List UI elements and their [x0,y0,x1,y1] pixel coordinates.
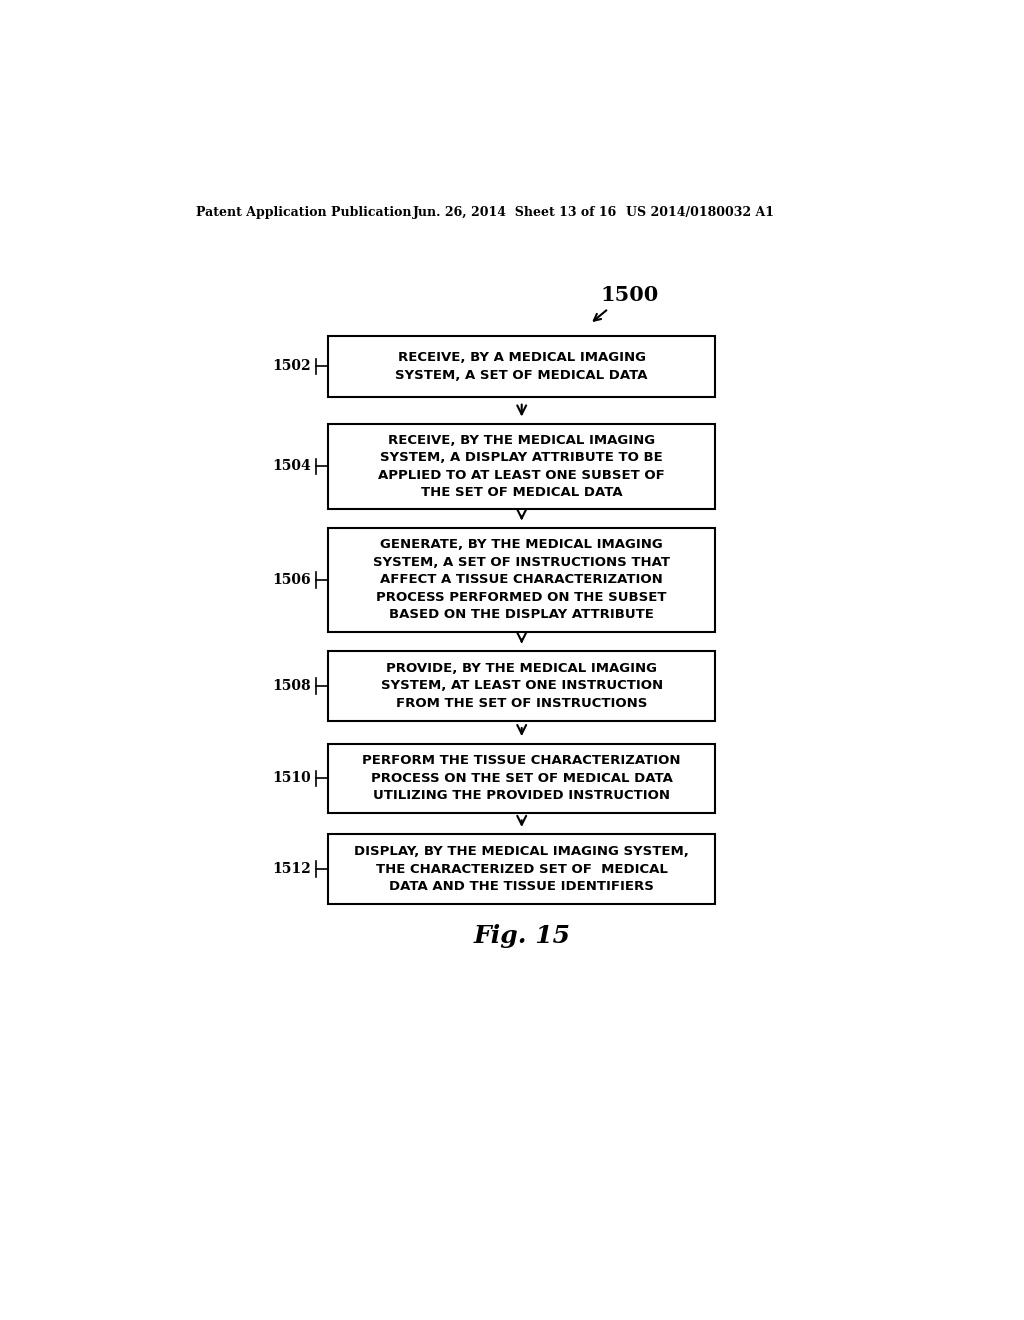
Bar [328,651,716,721]
Text: 1504: 1504 [272,459,311,474]
Text: GENERATE, BY THE MEDICAL IMAGING
SYSTEM, A SET OF INSTRUCTIONS THAT
AFFECT A TIS: GENERATE, BY THE MEDICAL IMAGING SYSTEM,… [373,539,670,622]
Text: 1502: 1502 [272,359,311,374]
Text: 1500: 1500 [601,285,659,305]
Text: 1506: 1506 [272,573,311,587]
Bar [328,743,716,813]
Text: Fig. 15: Fig. 15 [473,924,570,948]
Text: Patent Application Publication: Patent Application Publication [197,206,412,219]
Text: RECEIVE, BY THE MEDICAL IMAGING
SYSTEM, A DISPLAY ATTRIBUTE TO BE
APPLIED TO AT : RECEIVE, BY THE MEDICAL IMAGING SYSTEM, … [378,434,665,499]
Text: PERFORM THE TISSUE CHARACTERIZATION
PROCESS ON THE SET OF MEDICAL DATA
UTILIZING: PERFORM THE TISSUE CHARACTERIZATION PROC… [362,754,681,803]
Text: US 2014/0180032 A1: US 2014/0180032 A1 [627,206,774,219]
Text: Jun. 26, 2014  Sheet 13 of 16: Jun. 26, 2014 Sheet 13 of 16 [414,206,617,219]
Bar [328,528,716,632]
Bar [328,424,716,508]
Text: PROVIDE, BY THE MEDICAL IMAGING
SYSTEM, AT LEAST ONE INSTRUCTION
FROM THE SET OF: PROVIDE, BY THE MEDICAL IMAGING SYSTEM, … [381,661,663,710]
Text: RECEIVE, BY A MEDICAL IMAGING
SYSTEM, A SET OF MEDICAL DATA: RECEIVE, BY A MEDICAL IMAGING SYSTEM, A … [395,351,648,381]
Text: 1510: 1510 [272,771,311,785]
Text: DISPLAY, BY THE MEDICAL IMAGING SYSTEM,
THE CHARACTERIZED SET OF  MEDICAL
DATA A: DISPLAY, BY THE MEDICAL IMAGING SYSTEM, … [354,845,689,894]
Text: 1512: 1512 [272,862,311,876]
Bar [328,335,716,397]
Bar [328,834,716,904]
Text: 1508: 1508 [272,678,311,693]
